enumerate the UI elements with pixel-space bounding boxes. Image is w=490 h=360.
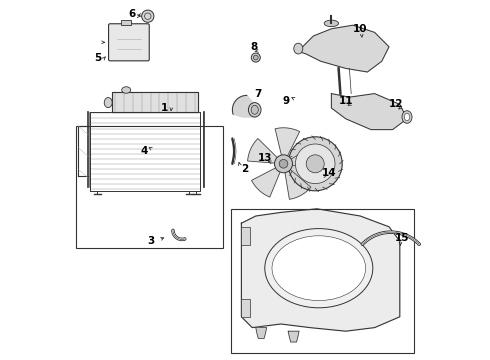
Circle shape	[295, 144, 335, 184]
Text: 12: 12	[389, 99, 403, 109]
Ellipse shape	[122, 87, 131, 93]
Ellipse shape	[294, 43, 303, 54]
Circle shape	[288, 137, 342, 191]
Circle shape	[142, 10, 154, 22]
Polygon shape	[275, 128, 300, 156]
FancyBboxPatch shape	[109, 24, 149, 61]
Ellipse shape	[402, 111, 412, 123]
Text: 11: 11	[339, 96, 353, 106]
Circle shape	[279, 159, 288, 168]
Ellipse shape	[253, 55, 258, 60]
Polygon shape	[331, 94, 407, 130]
Circle shape	[274, 155, 293, 173]
Text: 15: 15	[394, 233, 409, 243]
Bar	[231, 209, 414, 353]
Ellipse shape	[248, 103, 261, 117]
Polygon shape	[247, 139, 277, 163]
Text: 4: 4	[141, 146, 148, 156]
Ellipse shape	[265, 229, 373, 308]
Text: 10: 10	[353, 24, 368, 34]
Text: 13: 13	[258, 153, 272, 163]
Polygon shape	[242, 209, 400, 331]
Ellipse shape	[251, 53, 260, 62]
Text: 8: 8	[250, 42, 258, 52]
Circle shape	[306, 155, 324, 173]
Text: 2: 2	[242, 164, 248, 174]
Polygon shape	[251, 168, 280, 197]
Text: 6: 6	[128, 9, 135, 19]
Ellipse shape	[272, 236, 366, 301]
Polygon shape	[295, 25, 389, 72]
Text: 5: 5	[94, 53, 101, 63]
Bar	[76, 126, 223, 248]
Ellipse shape	[404, 113, 410, 121]
Bar	[242, 299, 250, 317]
Polygon shape	[256, 328, 267, 338]
Polygon shape	[112, 92, 198, 112]
Text: 3: 3	[148, 236, 155, 246]
Polygon shape	[232, 95, 256, 117]
Text: 9: 9	[283, 96, 290, 106]
Bar	[242, 227, 250, 245]
Polygon shape	[291, 145, 319, 169]
Ellipse shape	[251, 105, 258, 114]
Polygon shape	[285, 170, 311, 199]
Ellipse shape	[324, 20, 339, 27]
Ellipse shape	[104, 98, 112, 108]
Text: 1: 1	[160, 103, 168, 113]
Text: 7: 7	[254, 89, 261, 99]
Text: 14: 14	[322, 168, 337, 178]
Polygon shape	[288, 331, 299, 342]
Bar	[121, 20, 131, 25]
